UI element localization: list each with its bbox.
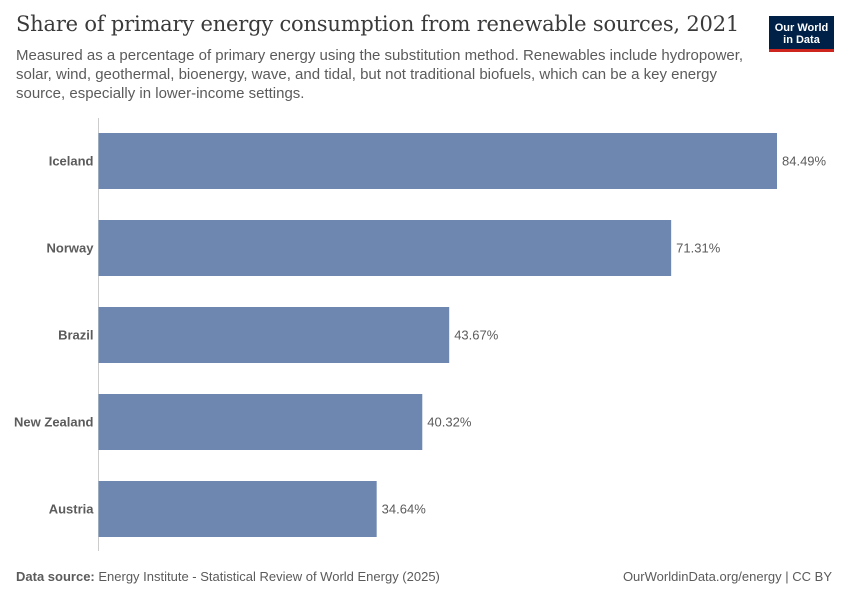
bar-iceland[interactable]: [98, 133, 778, 189]
category-label: Iceland: [49, 154, 94, 169]
category-label: Brazil: [58, 328, 93, 343]
value-label: 71.31%: [676, 241, 721, 256]
category-label: Norway: [47, 241, 95, 256]
data-source-text[interactable]: Energy Institute - Statistical Review of…: [94, 569, 440, 584]
logo-line-2: in Data: [783, 33, 820, 46]
value-label: 40.32%: [427, 415, 472, 430]
value-label: 43.67%: [454, 328, 499, 343]
bars-group: Iceland 84.49% Norway 71.31% Brazil 43.67% New…: [14, 133, 827, 537]
chart-subtitle: Measured as a percentage of primary ener…: [16, 47, 744, 102]
chart-title: Share of primary energy consumption from…: [16, 12, 740, 36]
bar-new-zealand[interactable]: [98, 394, 423, 450]
category-label: New Zealand: [14, 415, 94, 430]
value-label: 34.64%: [382, 502, 427, 517]
bar-norway[interactable]: [98, 220, 672, 276]
data-source: Data source: Energy Institute - Statisti…: [16, 569, 440, 584]
data-source-label: Data source:: [16, 569, 95, 584]
owid-logo[interactable]: Our World in Data: [769, 16, 834, 52]
bar-brazil[interactable]: [98, 307, 450, 363]
category-label: Austria: [49, 502, 95, 517]
logo-line-1: Our World: [774, 21, 829, 34]
bar-austria[interactable]: [98, 481, 377, 537]
footer-link[interactable]: OurWorldinData.org/energy | CC BY: [622, 569, 832, 584]
value-label: 84.49%: [782, 154, 827, 169]
